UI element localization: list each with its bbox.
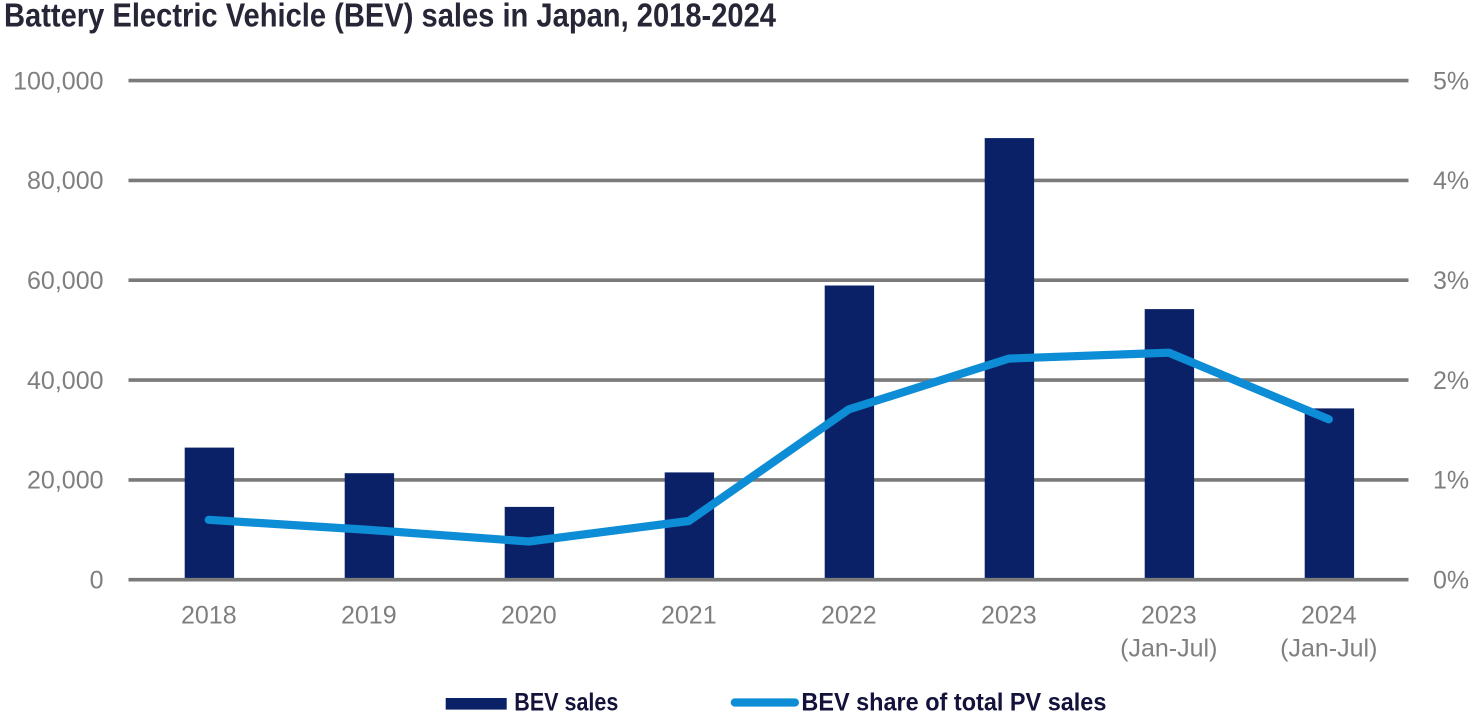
svg-text:2024: 2024 [1301,602,1357,630]
svg-text:2019: 2019 [341,602,397,630]
svg-text:2023: 2023 [1141,602,1197,630]
svg-text:Battery Electric Vehicle (BEV): Battery Electric Vehicle (BEV) sales in … [4,0,777,34]
svg-text:4%: 4% [1433,167,1469,195]
svg-text:100,000: 100,000 [13,67,103,95]
svg-text:3%: 3% [1433,267,1469,295]
svg-text:40,000: 40,000 [27,367,103,395]
svg-text:2%: 2% [1433,367,1469,395]
svg-text:2021: 2021 [661,602,717,630]
svg-text:(Jan-Jul): (Jan-Jul) [1280,635,1377,663]
svg-text:0: 0 [90,567,104,595]
svg-text:0%: 0% [1433,567,1469,595]
svg-text:(Jan-Jul): (Jan-Jul) [1120,635,1217,663]
svg-text:2023: 2023 [981,602,1037,630]
svg-text:BEV share of total PV sales: BEV share of total PV sales [801,688,1106,716]
svg-text:80,000: 80,000 [27,167,103,195]
svg-text:20,000: 20,000 [27,467,103,495]
svg-text:1%: 1% [1433,467,1469,495]
svg-text:2018: 2018 [181,602,237,630]
svg-text:2020: 2020 [501,602,557,630]
svg-text:5%: 5% [1433,67,1469,95]
svg-text:60,000: 60,000 [27,267,103,295]
svg-text:2022: 2022 [821,602,877,630]
svg-text:BEV sales: BEV sales [514,688,618,716]
